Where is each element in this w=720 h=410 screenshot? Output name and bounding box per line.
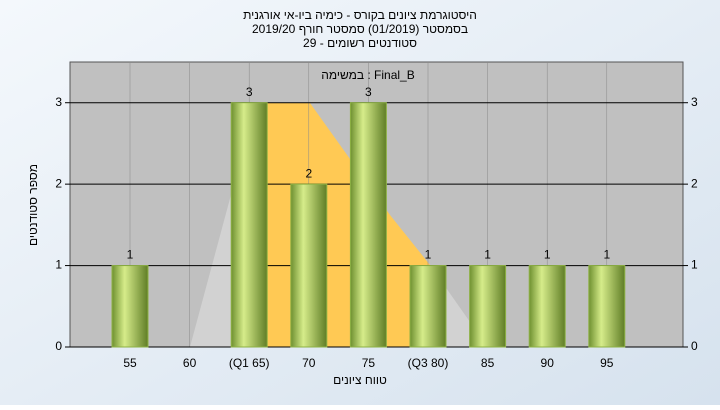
- y-tick-label: 0: [55, 339, 62, 353]
- x-tick-label: 70: [302, 356, 316, 370]
- y-tick-label: 1: [55, 258, 62, 272]
- data-label: 3: [365, 85, 372, 99]
- data-label: 3: [246, 85, 253, 99]
- bar: [588, 265, 626, 348]
- chart-subtitle: סטודנטים רשומים - 29: [303, 36, 417, 50]
- chart-title: היסטוגרמת ציונים בקורס - כימיה ביו-אי או…: [243, 8, 477, 22]
- x-tick-label: 90: [541, 356, 555, 370]
- data-label: 1: [127, 248, 134, 262]
- y2-tick-label: 1: [691, 258, 698, 272]
- bar: [409, 265, 447, 348]
- y2-tick-label: 2: [691, 176, 698, 190]
- annotation: במשימה : Final_B: [321, 68, 415, 82]
- bar: [111, 265, 149, 348]
- y2-tick-label: 3: [691, 95, 698, 109]
- x-tick-label: (Q3 80): [408, 356, 449, 370]
- x-tick-label: 75: [362, 356, 376, 370]
- data-label: 1: [425, 248, 432, 262]
- data-label: 1: [603, 248, 610, 262]
- bar: [290, 183, 328, 348]
- x-axis-label: טווח ציונים: [333, 373, 387, 387]
- bar: [349, 102, 387, 348]
- bar: [230, 102, 268, 348]
- y-axis-label: מספר סטודנטים: [26, 164, 40, 246]
- y2-tick-label: 0: [691, 339, 698, 353]
- bar: [528, 265, 566, 348]
- y-tick-label: 2: [55, 176, 62, 190]
- x-tick-label: 95: [600, 356, 614, 370]
- data-label: 1: [544, 248, 551, 262]
- bar: [469, 265, 507, 348]
- x-tick-label: (Q1 65): [229, 356, 270, 370]
- chart-subtitle: בסמסטר (01/2019) סמסטר חורף 2019/20: [252, 22, 468, 36]
- x-tick-label: 85: [481, 356, 495, 370]
- data-label: 1: [484, 248, 491, 262]
- data-label: 2: [305, 166, 312, 180]
- y-tick-label: 3: [55, 95, 62, 109]
- x-tick-label: 60: [183, 356, 197, 370]
- x-tick-label: 55: [123, 356, 137, 370]
